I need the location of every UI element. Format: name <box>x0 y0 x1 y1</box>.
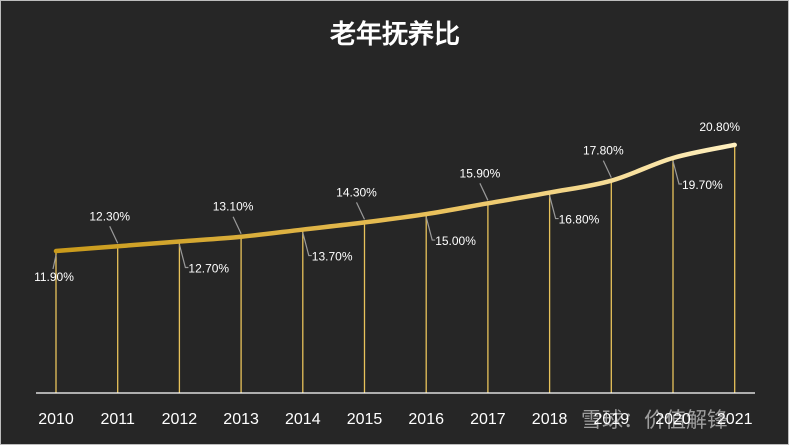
x-tick-label: 2014 <box>285 411 321 428</box>
x-tick-label: 2013 <box>223 411 259 428</box>
leader-line <box>602 160 612 178</box>
watermark-text: 雪球：价值解锋 <box>581 408 728 432</box>
data-label: 13.10% <box>213 200 254 214</box>
leader-line <box>302 232 312 257</box>
data-label: 12.30% <box>89 209 130 223</box>
leader-line <box>672 160 682 185</box>
data-label: 17.80% <box>583 144 624 158</box>
leader-line <box>109 226 119 244</box>
leader-line <box>479 183 489 201</box>
data-label: 15.00% <box>435 234 476 248</box>
x-tick-label: 2019 <box>594 411 630 428</box>
x-tick-label: 2012 <box>162 411 198 428</box>
x-tick-label: 2017 <box>470 411 506 428</box>
data-label: 16.80% <box>559 213 600 227</box>
data-label: 15.90% <box>460 166 501 180</box>
data-label: 19.70% <box>682 178 723 192</box>
drop-lines <box>55 144 736 393</box>
data-label: 11.90% <box>34 270 74 284</box>
x-tick-label: 2015 <box>347 411 383 428</box>
leader-line <box>355 202 366 220</box>
label-leaders <box>52 160 682 270</box>
data-labels: 11.90% 12.30% 12.70% 13.10% 13.70% 14.30% 15.0… <box>34 120 740 284</box>
leader-line <box>425 216 436 241</box>
data-label: 13.70% <box>312 250 353 264</box>
x-tick-labels: 2010 2011 2012 2013 2014 2015 2016 2017 2018 2019… <box>38 411 752 428</box>
leader-line <box>52 254 57 270</box>
x-tick-label: 2018 <box>532 411 568 428</box>
chart-title: 老年抚养比 <box>330 19 460 50</box>
x-tick-label: 2021 <box>717 411 753 428</box>
x-tick-label: 2020 <box>655 411 691 428</box>
data-label: 12.70% <box>188 261 229 275</box>
x-tick-label: 2016 <box>408 411 444 428</box>
leader-line <box>232 216 242 234</box>
series-line <box>53 142 737 254</box>
x-tick-label: 2010 <box>38 411 74 428</box>
x-tick-label: 2011 <box>100 411 135 428</box>
data-label: 14.30% <box>336 185 377 199</box>
leader-line <box>549 195 559 220</box>
leader-line <box>178 244 189 269</box>
data-label: 20.80% <box>699 120 740 134</box>
